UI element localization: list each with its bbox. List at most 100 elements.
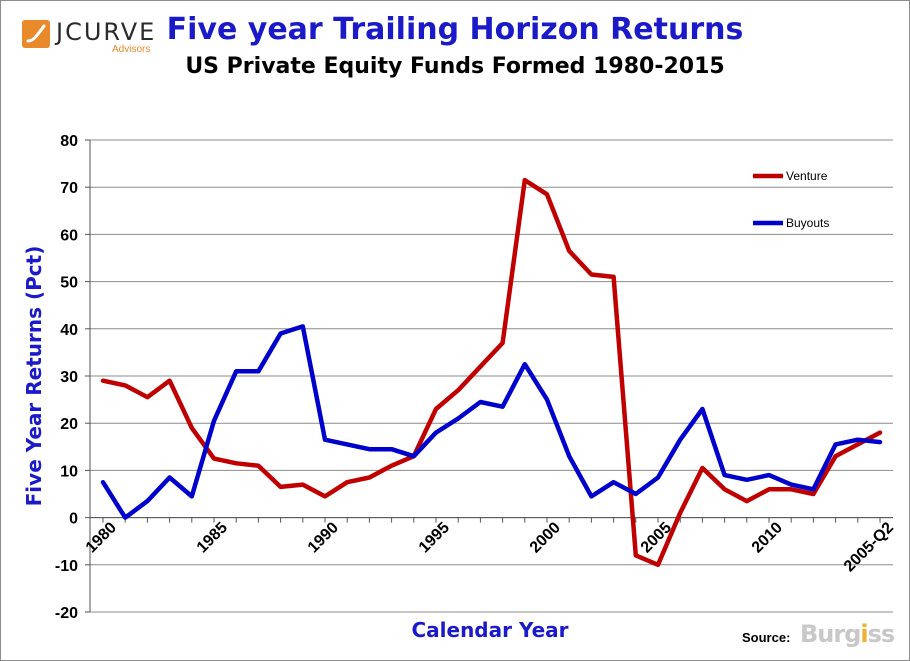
data-point-buyouts xyxy=(723,473,726,477)
data-point-buyouts xyxy=(390,447,393,451)
data-point-venture xyxy=(545,193,549,196)
y-tick-label: 60 xyxy=(60,227,78,244)
data-point-buyouts xyxy=(257,370,260,373)
y-tick-label: 20 xyxy=(60,416,78,433)
source-label: Source: xyxy=(742,630,791,645)
data-point-venture xyxy=(235,462,238,465)
data-point-buyouts xyxy=(323,438,327,441)
burgiss-text-end: ss xyxy=(867,620,896,648)
data-point-venture xyxy=(878,431,882,434)
data-point-buyouts xyxy=(501,405,504,408)
x-tick-label: 1995 xyxy=(416,519,453,556)
data-point-venture xyxy=(190,426,193,430)
data-point-venture xyxy=(457,388,460,392)
burgiss-text-accent: i xyxy=(860,620,868,648)
data-point-buyouts xyxy=(301,325,304,328)
data-point-venture xyxy=(568,249,571,253)
data-point-venture xyxy=(790,488,793,491)
x-tick-label: 2010 xyxy=(749,519,786,556)
data-point-buyouts xyxy=(812,488,815,491)
data-point-buyouts xyxy=(190,495,193,498)
y-tick-label: 50 xyxy=(60,275,78,292)
data-point-venture xyxy=(856,443,859,446)
x-axis-label: Calendar Year xyxy=(411,618,569,642)
jcurve-logo: JCURVE Advisors xyxy=(22,20,156,56)
data-point-buyouts xyxy=(790,483,793,486)
data-point-buyouts xyxy=(146,499,149,503)
data-point-venture xyxy=(101,379,105,382)
data-point-buyouts xyxy=(101,481,105,484)
data-point-venture xyxy=(767,488,771,491)
data-point-venture xyxy=(612,275,615,279)
data-point-venture xyxy=(279,485,282,489)
data-point-buyouts xyxy=(235,370,238,373)
y-tick-label: 0 xyxy=(69,511,78,528)
x-tick-label: 1985 xyxy=(194,519,231,556)
burgiss-logo: Burgiss xyxy=(800,620,896,648)
data-point-venture xyxy=(434,407,438,411)
y-tick-label: 10 xyxy=(60,463,78,480)
data-point-venture xyxy=(323,495,327,498)
data-point-buyouts xyxy=(568,455,571,458)
data-point-venture xyxy=(479,365,482,368)
series-line-venture xyxy=(100,177,883,568)
data-point-venture xyxy=(346,481,349,484)
data-point-venture xyxy=(368,476,371,479)
legend-label-venture: Venture xyxy=(786,169,828,183)
data-point-venture xyxy=(168,379,171,382)
data-point-buyouts xyxy=(212,419,216,423)
data-point-buyouts xyxy=(767,473,771,477)
y-tick-label: 70 xyxy=(60,180,78,197)
burgiss-text-start: Burg xyxy=(800,620,861,648)
x-tick-label: 2000 xyxy=(527,519,564,556)
data-point-buyouts xyxy=(745,478,748,482)
logo-name: JCURVE xyxy=(56,18,157,46)
data-point-buyouts xyxy=(457,417,460,420)
data-point-buyouts xyxy=(479,400,482,404)
data-point-buyouts xyxy=(856,438,859,441)
y-tick-label: 30 xyxy=(60,369,78,386)
data-point-venture xyxy=(701,466,704,470)
data-point-buyouts xyxy=(523,363,526,366)
jcurve-logo-icon xyxy=(22,20,50,48)
chart-title: Five year Trailing Horizon Returns xyxy=(166,12,744,47)
data-point-buyouts xyxy=(656,476,660,479)
data-point-venture xyxy=(634,554,637,557)
data-point-buyouts xyxy=(368,447,371,451)
y-tick-label: 80 xyxy=(60,133,78,150)
data-point-venture xyxy=(124,384,127,387)
data-point-venture xyxy=(812,492,815,496)
data-point-buyouts xyxy=(701,407,704,411)
data-point-buyouts xyxy=(434,431,438,434)
legend-label-buyouts: Buyouts xyxy=(786,216,829,230)
x-tick-label: 2005-Q2 xyxy=(841,519,897,575)
logo-sub: Advisors xyxy=(112,44,151,55)
data-point-venture xyxy=(656,563,660,566)
y-tick-label: -10 xyxy=(55,558,78,575)
y-axis-label: Five Year Returns (Pct) xyxy=(22,245,46,507)
chart-subtitle: US Private Equity Funds Formed 1980-2015 xyxy=(185,54,725,79)
data-point-buyouts xyxy=(634,492,637,496)
data-point-venture xyxy=(301,483,304,486)
data-point-buyouts xyxy=(590,495,593,498)
data-point-venture xyxy=(146,396,149,399)
data-point-buyouts xyxy=(834,443,837,446)
data-point-buyouts xyxy=(878,440,882,444)
data-point-venture xyxy=(257,464,260,467)
data-point-buyouts xyxy=(346,443,349,446)
data-point-venture xyxy=(679,511,682,515)
data-point-buyouts xyxy=(279,332,282,335)
data-point-venture xyxy=(501,341,504,345)
data-point-venture xyxy=(523,178,526,182)
data-point-venture xyxy=(745,499,748,503)
data-point-venture xyxy=(590,273,593,276)
y-tick-label: -20 xyxy=(55,605,78,622)
data-point-buyouts xyxy=(545,398,549,401)
data-point-buyouts xyxy=(168,476,171,479)
x-tick-label: 1990 xyxy=(305,519,342,556)
data-point-venture xyxy=(390,464,393,467)
data-point-buyouts xyxy=(412,455,415,458)
data-point-buyouts xyxy=(679,438,682,441)
data-point-buyouts xyxy=(124,516,127,519)
